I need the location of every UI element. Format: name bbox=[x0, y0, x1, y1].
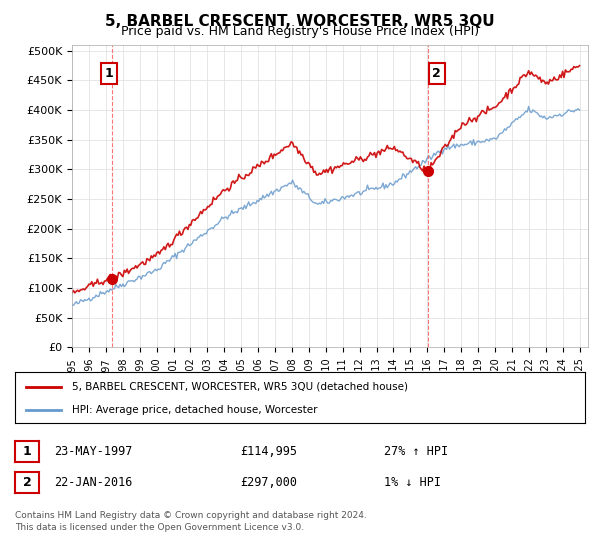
Text: 5, BARBEL CRESCENT, WORCESTER, WR5 3QU (detached house): 5, BARBEL CRESCENT, WORCESTER, WR5 3QU (… bbox=[72, 381, 408, 391]
Text: 2: 2 bbox=[432, 67, 441, 80]
Text: £297,000: £297,000 bbox=[240, 475, 297, 489]
Text: £114,995: £114,995 bbox=[240, 445, 297, 458]
Text: 5, BARBEL CRESCENT, WORCESTER, WR5 3QU: 5, BARBEL CRESCENT, WORCESTER, WR5 3QU bbox=[105, 14, 495, 29]
Text: 27% ↑ HPI: 27% ↑ HPI bbox=[384, 445, 448, 458]
Text: HPI: Average price, detached house, Worcester: HPI: Average price, detached house, Worc… bbox=[72, 405, 317, 415]
Text: 1% ↓ HPI: 1% ↓ HPI bbox=[384, 475, 441, 489]
Text: Price paid vs. HM Land Registry's House Price Index (HPI): Price paid vs. HM Land Registry's House … bbox=[121, 25, 479, 38]
Text: 1: 1 bbox=[23, 445, 31, 458]
Text: 23-MAY-1997: 23-MAY-1997 bbox=[54, 445, 133, 458]
Text: This data is licensed under the Open Government Licence v3.0.: This data is licensed under the Open Gov… bbox=[15, 523, 304, 532]
Text: 1: 1 bbox=[104, 67, 113, 80]
Text: 22-JAN-2016: 22-JAN-2016 bbox=[54, 475, 133, 489]
Text: Contains HM Land Registry data © Crown copyright and database right 2024.: Contains HM Land Registry data © Crown c… bbox=[15, 511, 367, 520]
Text: 2: 2 bbox=[23, 475, 31, 489]
